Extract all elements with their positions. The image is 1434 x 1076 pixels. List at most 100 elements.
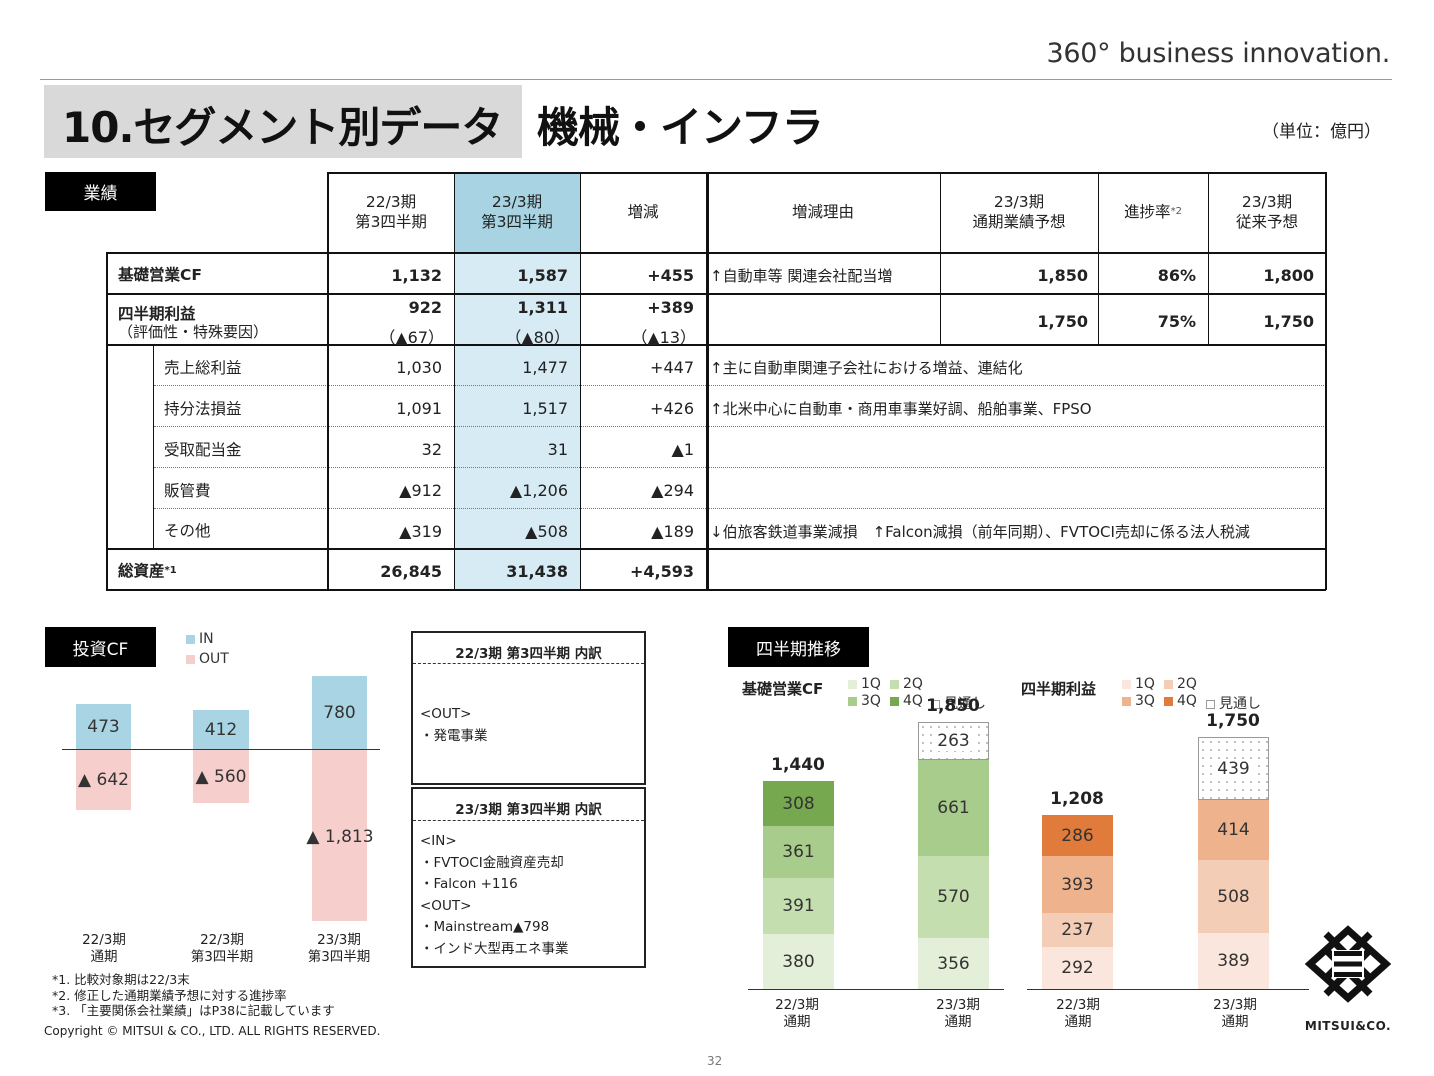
page-title: 10.セグメント別データ — [62, 103, 503, 152]
row-label-assets: 総資産 *1 — [118, 562, 177, 580]
row-profit-v1: 922 — [408, 298, 442, 317]
profit-bar-0-seg-1: 237 — [1042, 913, 1113, 947]
title-background — [44, 85, 522, 158]
row-profit-diffb: （▲13） — [631, 328, 696, 347]
breakdown-box-23-lines: <IN> ・FVTOCI金融資産売却 ・Falcon +116 <OUT> ・M… — [420, 833, 569, 957]
unit-label: （単位：億円） — [1262, 122, 1381, 142]
breakdown-box-22-title: 22/3期 第3四半期 内訳 — [455, 646, 602, 662]
cf-legend-3q: 3Q — [848, 693, 881, 709]
row-profit-v2b: （▲80） — [505, 328, 570, 347]
row-gross-diff: +447 — [650, 358, 694, 377]
row-profit-v1b: （▲67） — [379, 328, 444, 347]
row-label-dividend: 受取配当金 — [164, 440, 242, 459]
breakdown-box-23 — [411, 787, 646, 968]
page-subtitle: 機械・インフラ — [537, 103, 824, 152]
profit-bar-1-seg-0: 389 — [1198, 933, 1269, 989]
row-profit-diff: +389 — [647, 298, 694, 317]
row-cf-reason: ↑自動車等 関連会社配当増 — [710, 266, 893, 285]
row-cf-v2: 1,587 — [517, 265, 568, 285]
row-cf-progress: 86% — [1157, 265, 1196, 285]
row-label-other: その他 — [164, 522, 211, 540]
invest-axis — [62, 749, 380, 750]
row-label-cf: 基礎営業CF — [118, 266, 202, 284]
profit-axis — [1027, 989, 1309, 990]
legend-in: IN — [186, 631, 214, 647]
cf-bar-0-seg-1: 391 — [763, 878, 834, 934]
invest-cf-label: 投資CF — [45, 627, 156, 667]
profit-bar-0-seg-0: 292 — [1042, 947, 1113, 989]
row-equity-v1: 1,091 — [396, 399, 442, 418]
logo-text: MITSUI&CO. — [1304, 1019, 1392, 1033]
invest-bar-out-2 — [312, 750, 367, 921]
page-number: 32 — [707, 1054, 723, 1068]
row-label-sga: 販管費 — [164, 481, 211, 500]
row-dividend-v2: 31 — [547, 439, 568, 459]
row-cf-v1: 1,132 — [391, 265, 442, 285]
profit-chart-title: 四半期利益 — [1021, 680, 1097, 698]
cf-legend-outlook: 見通し — [931, 693, 986, 713]
quarterly-label: 四半期推移 — [728, 627, 869, 667]
row-other-diff: ▲189 — [651, 521, 694, 541]
highlight-header — [454, 172, 580, 252]
row-gross-v1: 1,030 — [396, 358, 442, 377]
footnotes: *1. 比較対象期は22/3末 *2. 修正した通期業績予想に対する進捗率 *3… — [52, 972, 335, 1018]
breakdown-box-22-lines: <OUT> ・発電事業 — [420, 706, 488, 744]
invest-bar-out-2-label: ▲ 1,813 — [306, 827, 374, 847]
profit-legend-3q: 3Q — [1122, 693, 1155, 709]
row-sublabel-profit: （評価性・特殊要因） — [118, 323, 269, 341]
cf-legend-2q: 2Q — [890, 676, 923, 692]
header-22-3q: 22/3期 第3四半期 — [355, 193, 427, 231]
header-progress: 進捗率 *2 — [1124, 203, 1182, 221]
row-sga-v2: ▲1,206 — [509, 480, 568, 500]
row-assets-v2: 31,438 — [506, 561, 568, 581]
row-profit-prev: 1,750 — [1263, 311, 1314, 331]
profit-bar-0-seg-3: 286 — [1042, 815, 1113, 856]
tagline: 360° business innovation. — [1046, 38, 1391, 69]
profit-bar-1-total: 1,750 — [1206, 711, 1260, 731]
row-cf-diff: +455 — [647, 265, 694, 285]
row-label-gross: 売上総利益 — [164, 358, 242, 377]
row-other-v2: ▲508 — [525, 521, 568, 541]
row-equity-diff: +426 — [650, 399, 694, 418]
profit-legend-2q: 2Q — [1164, 676, 1197, 692]
header-prev-forecast: 23/3期 従来予想 — [1235, 193, 1298, 231]
cf-bar-0-seg-0: 380 — [763, 934, 834, 989]
row-dividend-v1: 32 — [421, 439, 442, 459]
profit-bar-0-total: 1,208 — [1050, 789, 1104, 809]
row-profit-v2: 1,311 — [517, 298, 568, 317]
legend-out-swatch — [186, 654, 195, 664]
invest-bar-in-1: 412 — [193, 710, 249, 749]
invest-xlabel-2: 23/3期 第3四半期 — [307, 932, 371, 965]
cf-xlabel-1: 23/3期 通期 — [936, 997, 980, 1030]
copyright: Copyright © MITSUI & CO., LTD. ALL RIGHT… — [44, 1024, 381, 1038]
profit-bar-0-seg-2: 393 — [1042, 856, 1113, 913]
profit-legend-outlook: 見通し — [1206, 693, 1261, 713]
cf-bar-1-total: 1,850 — [926, 696, 980, 716]
row-label-equity: 持分法損益 — [164, 399, 242, 418]
cf-bar-1-seg-4: 263 — [918, 722, 989, 760]
profit-bar-1-seg-2: 414 — [1198, 800, 1269, 860]
header-forecast: 23/3期 通期業績予想 — [972, 193, 1066, 231]
row-dividend-diff: ▲1 — [671, 439, 694, 459]
mitsui-logo-mark — [1304, 925, 1392, 1003]
cf-legend-1q: 1Q — [848, 676, 881, 692]
row-other-v1: ▲319 — [399, 521, 442, 541]
profit-xlabel-1: 23/3期 通期 — [1213, 997, 1257, 1030]
invest-bar-in-0: 473 — [76, 704, 131, 749]
row-gross-reason: ↑主に自動車関連子会社における増益、連結化 — [710, 359, 1023, 377]
cf-legend-4q: 4Q — [890, 693, 923, 709]
cf-bar-1-seg-1: 570 — [918, 856, 989, 938]
profit-xlabel-0: 22/3期 通期 — [1056, 997, 1100, 1030]
breakdown-box-22 — [411, 631, 646, 785]
results-section-label: 業績 — [45, 172, 156, 211]
cf-bar-1-seg-2: 661 — [918, 760, 989, 856]
row-assets-v1: 26,845 — [380, 561, 442, 581]
row-equity-v2: 1,517 — [522, 399, 568, 418]
invest-xlabel-1: 22/3期 第3四半期 — [190, 932, 254, 965]
cf-bar-0-seg-3: 308 — [763, 781, 834, 826]
header-reason: 増減理由 — [791, 203, 854, 221]
cf-chart-title: 基礎営業CF — [742, 680, 824, 698]
invest-bar-out-0: ▲ 642 — [76, 750, 131, 810]
row-profit-forecast: 1,750 — [1037, 311, 1088, 331]
cf-bar-0-seg-2: 361 — [763, 826, 834, 878]
